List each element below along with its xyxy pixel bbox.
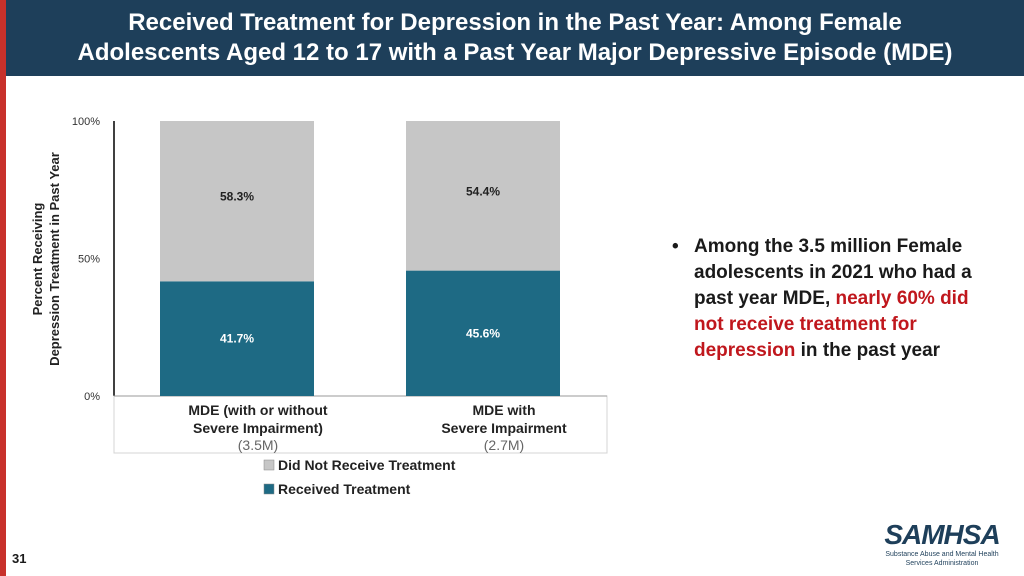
- bullet-text-highlight: nearly 60% did not receive treatment for…: [694, 288, 969, 361]
- category-label-line-1: MDE (with or without: [188, 402, 328, 418]
- key-finding-bullet: • Among the 3.5 million Female adolescen…: [672, 234, 1002, 364]
- bullet-marker: •: [672, 236, 679, 257]
- legend-label: Did Not Receive Treatment: [278, 457, 456, 473]
- y-tick-label: 0%: [84, 391, 100, 403]
- bullet-text-pre: Among the 3.5 million Female adolescents…: [694, 236, 972, 309]
- page-number: 31: [12, 551, 27, 566]
- y-tick-label: 50%: [78, 254, 100, 266]
- data-label-received-treatment: 45.6%: [466, 326, 500, 340]
- chart-svg: 0% 50% 100% Percent Receiving Depression Tre…: [30, 116, 608, 497]
- bullet-text: Among the 3.5 million Female adolescents…: [672, 234, 1002, 364]
- y-axis-label-line-1: Percent Receiving: [30, 203, 45, 316]
- left-accent-stripe: [0, 0, 6, 576]
- data-label-did-not-receive-treatment: 54.4%: [466, 184, 500, 198]
- category-count-label: (2.7M): [484, 437, 524, 453]
- stacked-bar-chart: 0% 50% 100% Percent Receiving Depression Tre…: [20, 110, 620, 510]
- data-label-received-treatment: 41.7%: [220, 332, 254, 346]
- category-count-label: (3.5M): [238, 437, 278, 453]
- legend-swatch: [263, 459, 275, 471]
- logo-mark: SAMHSA: [884, 519, 1000, 550]
- category-label-line-2: Severe Impairment: [441, 420, 567, 436]
- data-label-did-not-receive-treatment: 58.3%: [220, 189, 254, 203]
- bullet-text-post: in the past year: [795, 340, 941, 361]
- slide-title-line-1: Received Treatment for Depression in the…: [128, 9, 902, 36]
- legend-label: Received Treatment: [278, 481, 411, 497]
- bar-received-treatment: [160, 281, 314, 396]
- bar-did-not-receive-treatment: [160, 121, 314, 282]
- category-label-line-2: Severe Impairment): [193, 420, 323, 436]
- samhsa-logo: SAMHSA Substance Abuse and Mental Health…: [880, 520, 1004, 568]
- logo-subtitle-line-1: Substance Abuse and Mental Health: [885, 551, 999, 558]
- slide-title: Received Treatment for Depression in the…: [6, 0, 1024, 76]
- bar-received-treatment: [406, 270, 560, 396]
- category-label-line-1: MDE with: [473, 402, 536, 418]
- logo-subtitle-line-2: Services Administration: [905, 560, 979, 567]
- bar-did-not-receive-treatment: [406, 121, 560, 271]
- legend-swatch: [263, 483, 275, 495]
- y-tick-label: 100%: [72, 116, 100, 128]
- slide-title-line-2: Adolescents Aged 12 to 17 with a Past Ye…: [77, 39, 953, 66]
- y-axis-label-line-2: Depression Treatment in Past Year: [47, 152, 62, 366]
